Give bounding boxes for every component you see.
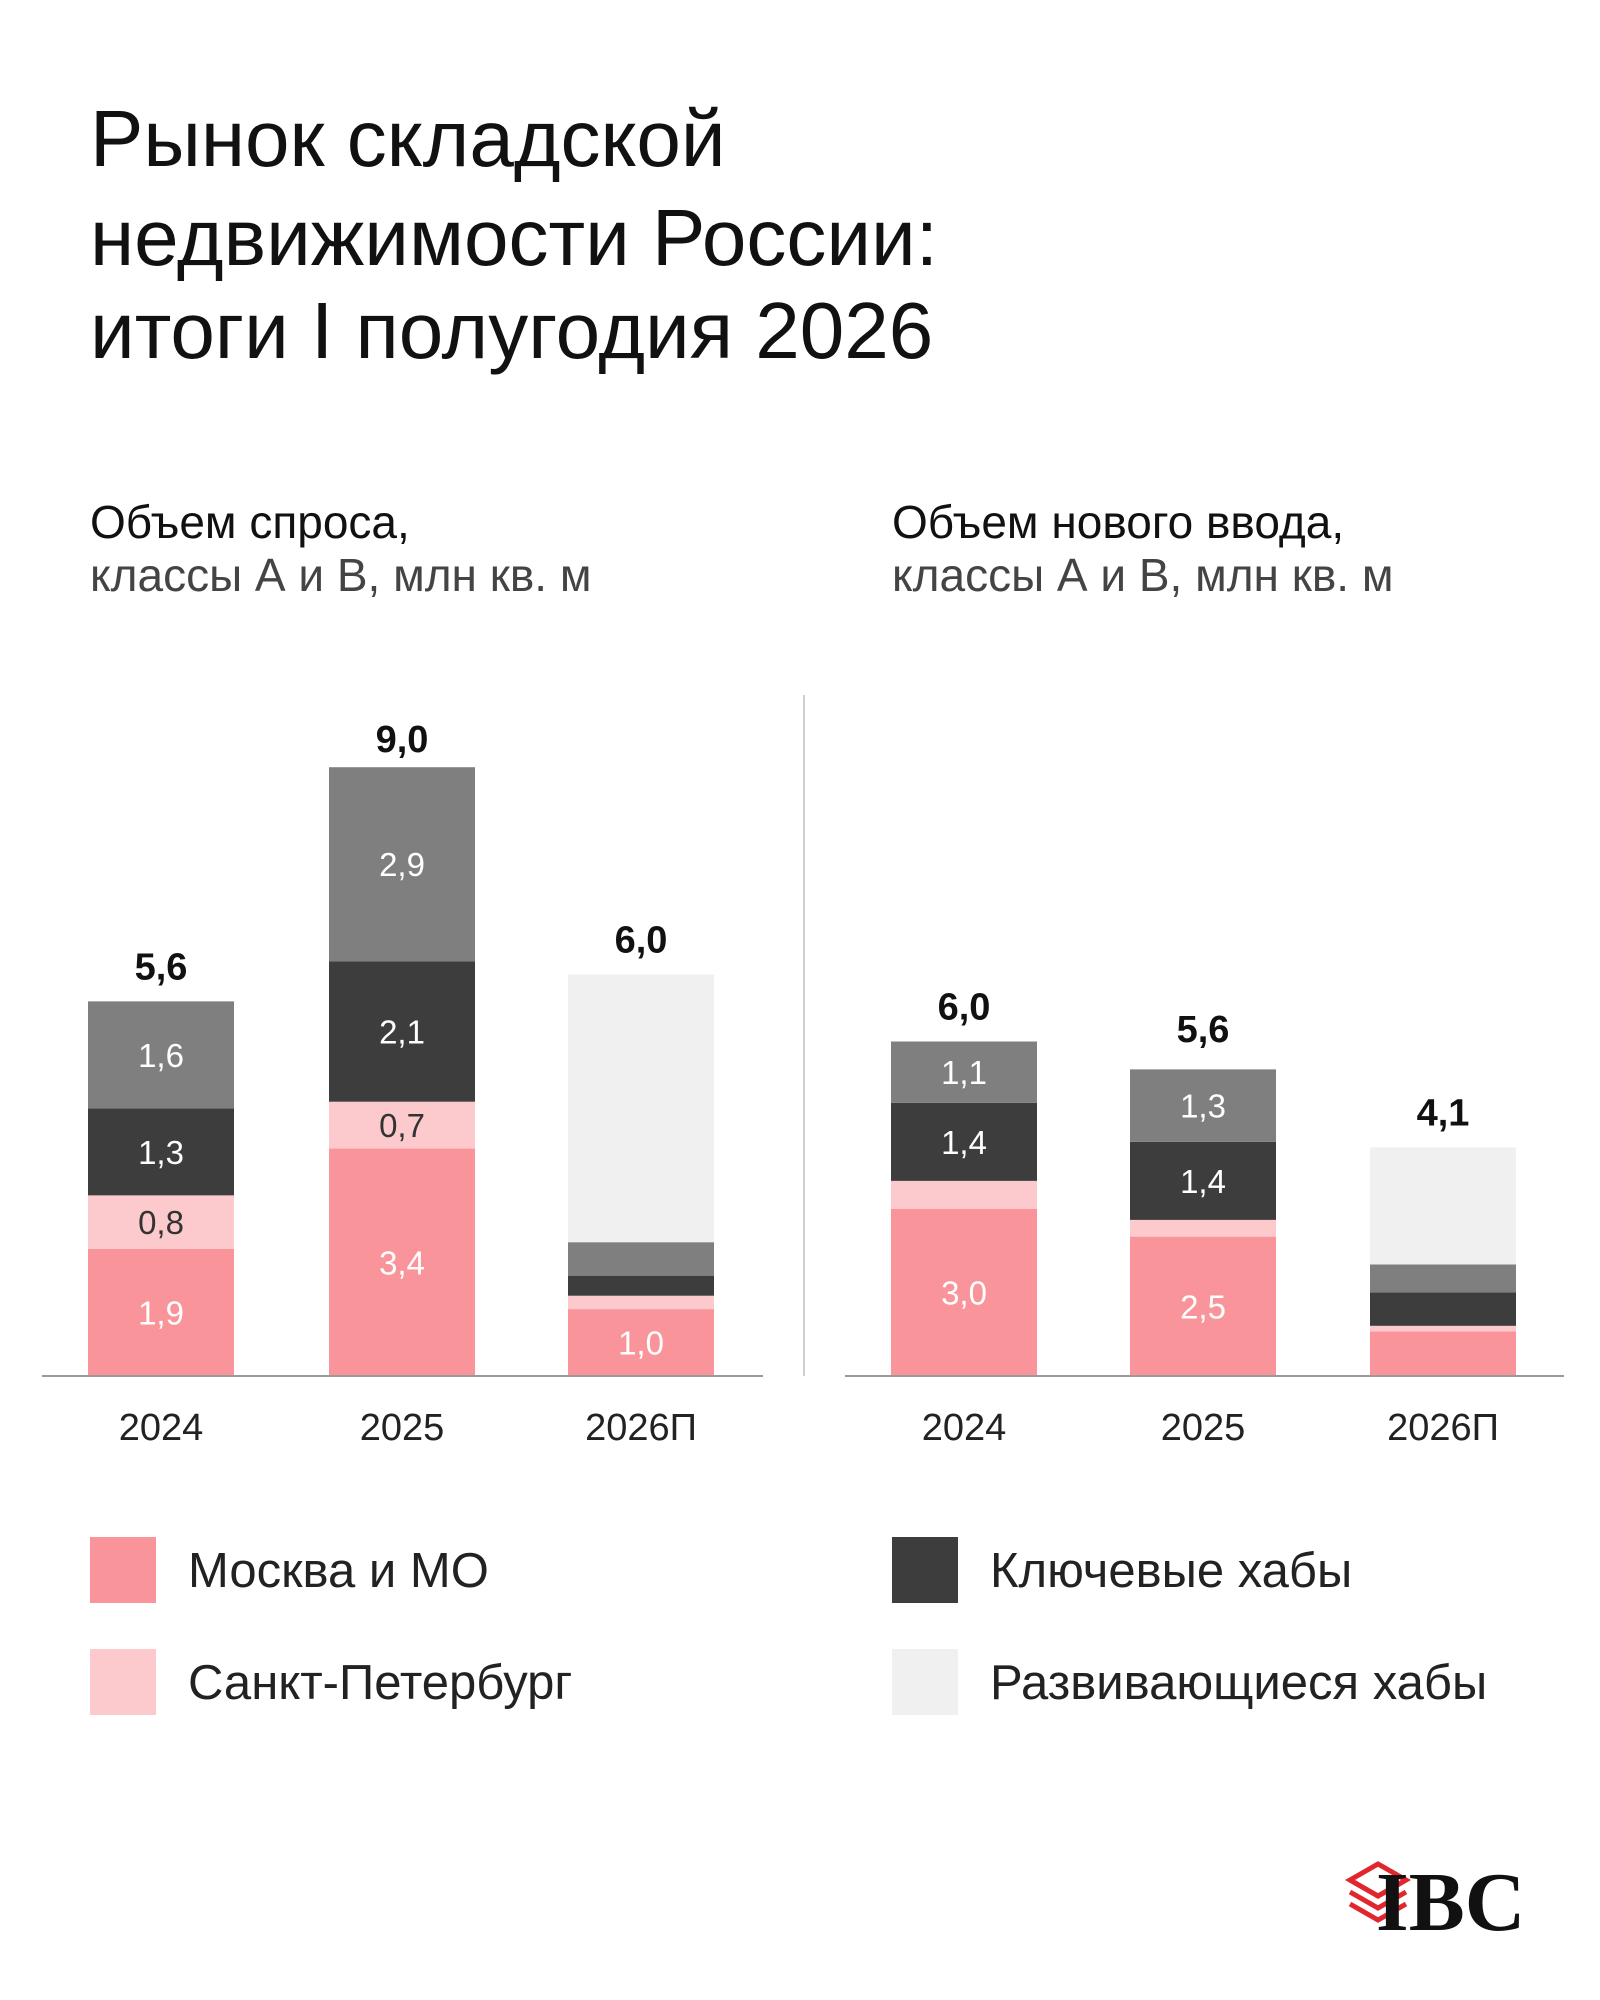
segment-label: 3,4 [379,1244,425,1281]
legend-label: Санкт-Петербург [188,1656,572,1710]
bar-segment [568,1242,714,1276]
logo: IBC [1344,1856,1525,1949]
segment-label: 1,3 [1180,1088,1226,1125]
total-label: 6,0 [615,920,668,962]
chart-subtitle: классы А и В, млн кв. м [90,549,592,601]
x-tick-label: 2026П [1387,1407,1499,1449]
x-tick-label: 2024 [119,1407,204,1449]
segment-label: 1,9 [138,1294,184,1331]
bar-segment [88,1195,234,1249]
chart-subtitle: классы А и В, млн кв. м [892,549,1394,601]
bar-segment [1370,1331,1516,1376]
bar-segment [1370,1264,1516,1293]
segment-label: 3,0 [941,1274,987,1311]
segment-label: 2,5 [1180,1288,1226,1325]
bar-segment [329,767,475,962]
bar-segment [1130,1236,1276,1376]
x-tick-label: 2024 [922,1407,1007,1449]
segment-label: 0,8 [138,1204,184,1241]
legend-swatch [90,1537,156,1603]
bar-segment [891,1180,1037,1209]
bar-segment [88,1248,234,1376]
segment-label: 2,9 [379,846,425,883]
bar-segment [1130,1069,1276,1142]
bar-segment [329,1101,475,1149]
legend-label: Москва и МО [188,1544,489,1598]
bar-segment [329,961,475,1102]
bar-segment [88,1108,234,1196]
bar-segment [891,1041,1037,1103]
total-label: 4,1 [1417,1092,1470,1134]
legend-swatch [892,1537,958,1603]
bar-segment [568,974,714,1243]
bar-segment [1130,1141,1276,1220]
logo-icon [1348,1877,1408,1923]
title-line: итоги I полугодия 2026 [90,286,933,375]
x-tick-label: 2025 [1161,1407,1246,1449]
bar-segment [1370,1292,1516,1326]
segment-label: 1,3 [138,1134,184,1171]
title-line: недвижимости России: [90,193,938,282]
bar-segment [568,1295,714,1310]
bar-segment [891,1102,1037,1181]
segment-label: 1,6 [138,1037,184,1074]
bar-segment [568,1275,714,1296]
x-tick-label: 2026П [585,1407,697,1449]
legend-label: Ключевые хабы [990,1544,1352,1598]
chart-title: Объем спроса, [90,496,410,548]
segment-label: 1,4 [941,1124,987,1161]
bar-segment [1370,1325,1516,1332]
bar-segment [891,1208,1037,1376]
legend-label: Развивающиеся хабы [990,1656,1487,1710]
legend-swatch [892,1649,958,1715]
total-label: 9,0 [376,719,429,761]
segment-label: 0,7 [379,1107,425,1144]
segment-label: 1,1 [941,1054,987,1091]
total-label: 5,6 [1177,1009,1230,1051]
title-line: Рынок складской [90,94,726,183]
bar-segment [1370,1147,1516,1265]
logo-text: IBC [1376,1856,1525,1949]
bar-segment [568,1309,714,1376]
bar-segment [1130,1219,1276,1237]
bar-segment [88,1001,234,1109]
legend-swatch [90,1649,156,1715]
bar-segment [329,1148,475,1376]
x-tick-label: 2025 [360,1407,445,1449]
total-label: 6,0 [938,987,991,1029]
total-label: 5,6 [135,946,188,988]
segment-label: 2,1 [379,1013,425,1050]
chart-title: Объем нового ввода, [892,496,1344,548]
segment-label: 1,4 [1180,1163,1226,1200]
segment-label: 1,0 [618,1325,664,1362]
